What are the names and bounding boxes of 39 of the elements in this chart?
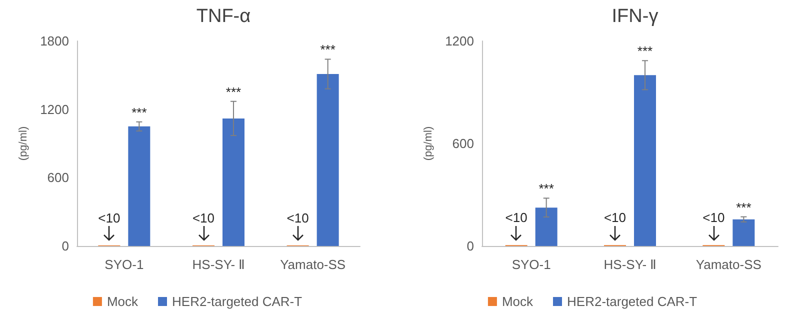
y-axis-title: (pg/ml)	[422, 126, 435, 161]
data-label: ***	[132, 104, 147, 120]
y-tick-label: 1800	[40, 34, 69, 48]
x-tick-label: Yamato-SS	[696, 257, 762, 272]
y-tick-label: 0	[466, 238, 474, 254]
data-label: ***	[320, 42, 336, 58]
bar	[732, 219, 755, 246]
bar	[634, 75, 656, 246]
legend-label: Mock	[106, 294, 139, 309]
data-label: ***	[226, 84, 242, 100]
data-label: ***	[637, 44, 653, 59]
bar	[128, 126, 150, 246]
legend-label: HER2-targeted CAR-T	[172, 294, 302, 309]
y-tick-label: 1200	[40, 102, 69, 117]
data-label: <10	[604, 210, 626, 226]
chart-title: TNF-α	[196, 6, 251, 27]
y-tick-label: 600	[47, 170, 69, 186]
y-tick-label: 0	[62, 238, 69, 254]
data-label: <10	[192, 210, 215, 226]
data-label: ***	[538, 181, 554, 196]
data-label: <10	[98, 210, 120, 226]
x-tick-label: HS-SY- Ⅱ	[604, 257, 656, 272]
y-axis-title: (pg/ml)	[18, 126, 30, 161]
x-tick-label: SYO-1	[104, 257, 144, 272]
x-tick-label: SYO-1	[512, 257, 551, 272]
bar	[535, 208, 558, 246]
data-label: <10	[702, 210, 725, 226]
y-tick-label: 1200	[445, 34, 474, 48]
x-tick-label: HS-SY- Ⅱ	[192, 257, 245, 272]
legend-label: Mock	[502, 294, 534, 309]
data-label: ***	[736, 200, 752, 215]
bar	[316, 74, 339, 246]
data-label: <10	[286, 210, 309, 226]
chart-title: IFN-γ	[612, 6, 659, 27]
bar	[222, 118, 244, 246]
data-label: <10	[505, 210, 528, 226]
legend-label: HER2-targeted CAR-T	[567, 294, 698, 309]
x-tick-label: Yamato-SS	[280, 257, 346, 272]
y-tick-label: 600	[452, 136, 474, 151]
